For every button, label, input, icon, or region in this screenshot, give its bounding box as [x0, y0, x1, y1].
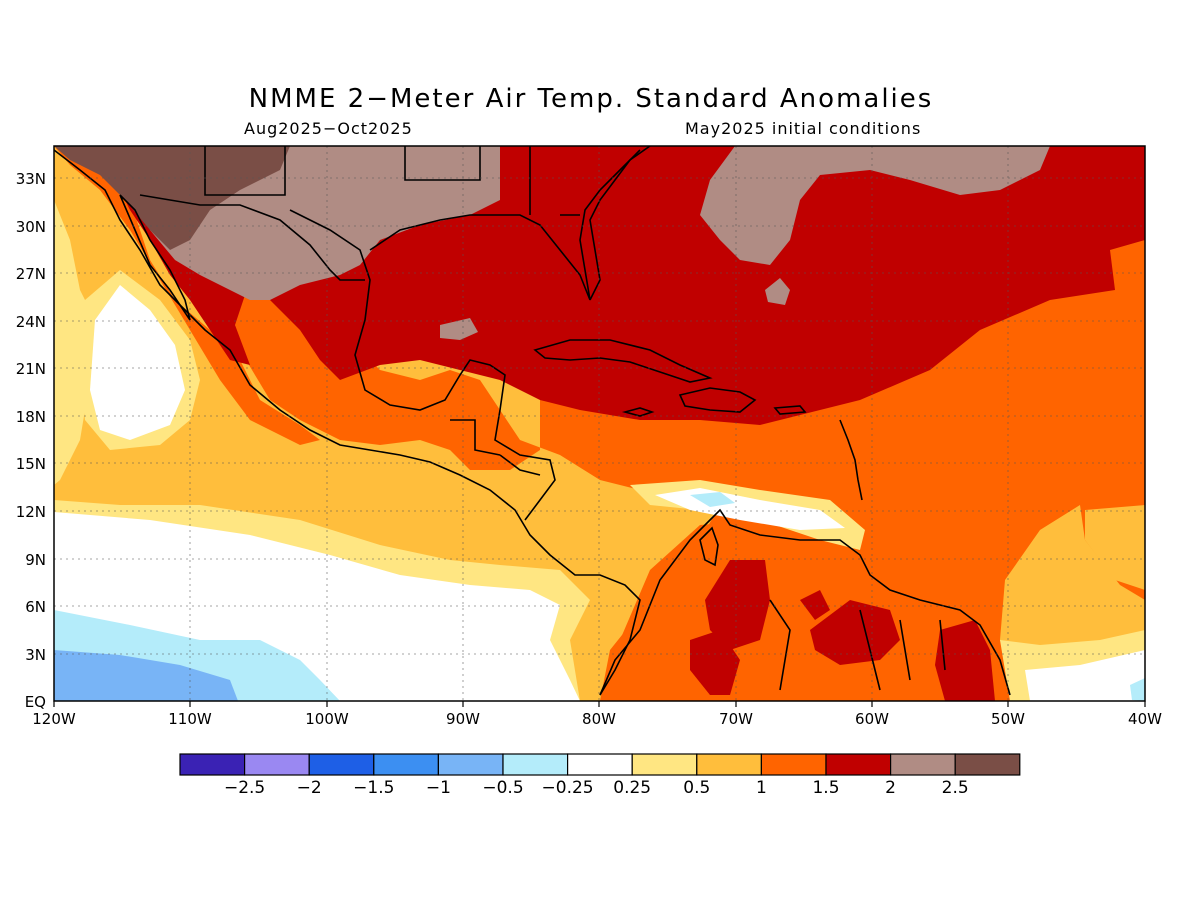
- colorbar-tick-label-8: 1: [756, 778, 767, 798]
- colorbar-tick-label-0: −2.5: [224, 778, 265, 798]
- border-states-2: [404, 146, 481, 181]
- colorbar-swatch-7: [631, 753, 698, 776]
- gridlines: [54, 146, 1145, 701]
- coast-puerto-rico: [773, 405, 807, 415]
- border-sa: [769, 599, 946, 691]
- coast-gulf: [289, 209, 556, 521]
- coast-lesser-antilles: [839, 419, 863, 501]
- lat-label-33n: 33N: [16, 170, 46, 188]
- lon-label-40w: 40W: [1128, 710, 1162, 728]
- lat-label-18n: 18N: [16, 408, 46, 426]
- lat-label-6n: 6N: [25, 598, 46, 616]
- coastlines: [54, 146, 1011, 696]
- lat-label-12n: 12N: [16, 503, 46, 521]
- coast-jamaica: [621, 407, 655, 417]
- field-sa-red-5: [800, 590, 830, 620]
- field-pacific-blue: [54, 650, 238, 701]
- forecast-period: Aug2025−Oct2025: [244, 119, 413, 138]
- field-sa-red-3: [810, 600, 900, 665]
- colorbar-swatch-5: [502, 753, 569, 776]
- colorbar-swatch-9: [760, 753, 827, 776]
- colorbar-tick-label-2: −1.5: [353, 778, 394, 798]
- field-sa-red-2: [690, 630, 740, 695]
- colorbar-swatch-12: [954, 753, 1021, 776]
- colorbar-tick-label-7: 0.5: [683, 778, 710, 798]
- coast-baja: [119, 194, 191, 321]
- lat-label-30n: 30N: [16, 218, 46, 236]
- colorbar-tick-label-4: −0.5: [482, 778, 523, 798]
- coast-hispaniola: [678, 387, 757, 413]
- border-states-3: [529, 146, 580, 216]
- colorbar-tick-label-11: 2.5: [942, 778, 969, 798]
- coast-mexico-pacific: [54, 149, 641, 696]
- lon-label-70w: 70W: [719, 710, 753, 728]
- colorbar: −2.5 −2 −1.5 −1 −0.5 −0.25 0.25 0.5 1 1.5 2 2.5: [179, 753, 1021, 798]
- lat-label-9n: 9N: [25, 551, 46, 569]
- axis-ticks: [53, 701, 1146, 707]
- colorbar-swatch-10: [825, 753, 892, 776]
- colorbar-tick-label-10: 2: [885, 778, 896, 798]
- initial-conditions: May2025 initial conditions: [685, 119, 922, 138]
- lon-label-80w: 80W: [582, 710, 616, 728]
- border-states-1: [204, 146, 286, 196]
- colorbar-swatch-3: [373, 753, 439, 776]
- border-us-mexico: [139, 194, 365, 281]
- coast-cuba: [533, 339, 713, 383]
- field-gulf-tan: [440, 318, 478, 340]
- colorbar-tick-label-3: −1: [426, 778, 451, 798]
- lat-label-24n: 24N: [16, 313, 46, 331]
- field-east-atl-white: [1025, 650, 1145, 701]
- field-sa-red-4: [935, 620, 995, 701]
- colorbar-tick-label-5: −0.25: [542, 778, 594, 798]
- coast-us-east: [589, 146, 651, 301]
- lon-label-60w: 60W: [855, 710, 889, 728]
- lat-label-27n: 27N: [16, 265, 46, 283]
- lon-label-100w: 100W: [305, 710, 349, 728]
- lon-label-50w: 50W: [991, 710, 1025, 728]
- colorbar-swatch-6: [566, 753, 633, 776]
- lat-label-eq: EQ: [25, 693, 46, 711]
- map-title: NMME 2−Meter Air Temp. Standard Anomalie…: [248, 84, 934, 114]
- colorbar-swatch-2: [308, 753, 375, 776]
- field-pacific-white-blob: [90, 285, 185, 440]
- field-us-darkbrown: [54, 146, 290, 250]
- lat-labels: EQ 3N 6N 9N 12N 15N 18N 21N 24N 27N 30N …: [16, 170, 46, 711]
- border-central-america: [450, 419, 541, 476]
- colorbar-swatch-8: [696, 753, 762, 776]
- colorbar-tick-label-1: −2: [297, 778, 322, 798]
- field-sa-red-1: [705, 560, 770, 650]
- field-east-atl-yellow-2: [1085, 505, 1145, 590]
- lon-label-110w: 110W: [168, 710, 212, 728]
- colorbar-swatch-1: [244, 753, 310, 776]
- colorbar-swatch-0: [179, 753, 246, 776]
- coast-lake-maracaibo: [699, 526, 719, 567]
- anomaly-field: [54, 146, 1145, 701]
- colorbar-tick-label-9: 1.5: [812, 778, 839, 798]
- field-east-atl-cyan: [1130, 678, 1145, 701]
- lat-label-3n: 3N: [25, 646, 46, 664]
- colorbar-swatch-4: [437, 753, 504, 776]
- lon-label-120w: 120W: [32, 710, 76, 728]
- coast-south-america-north: [599, 508, 1011, 696]
- coast-us-gulf: [369, 149, 641, 301]
- lon-labels: 120W 110W 100W 90W 80W 70W 60W 50W 40W: [32, 710, 1162, 728]
- lat-label-21n: 21N: [16, 360, 46, 378]
- field-atlantic-tan-2: [765, 278, 790, 305]
- colorbar-tick-label-6: 0.25: [613, 778, 651, 798]
- lon-label-90w: 90W: [446, 710, 480, 728]
- field-atlantic-tan: [700, 146, 1050, 265]
- field-caribbean-cyan: [690, 492, 735, 507]
- lat-label-15n: 15N: [16, 455, 46, 473]
- colorbar-swatch-11: [889, 753, 956, 776]
